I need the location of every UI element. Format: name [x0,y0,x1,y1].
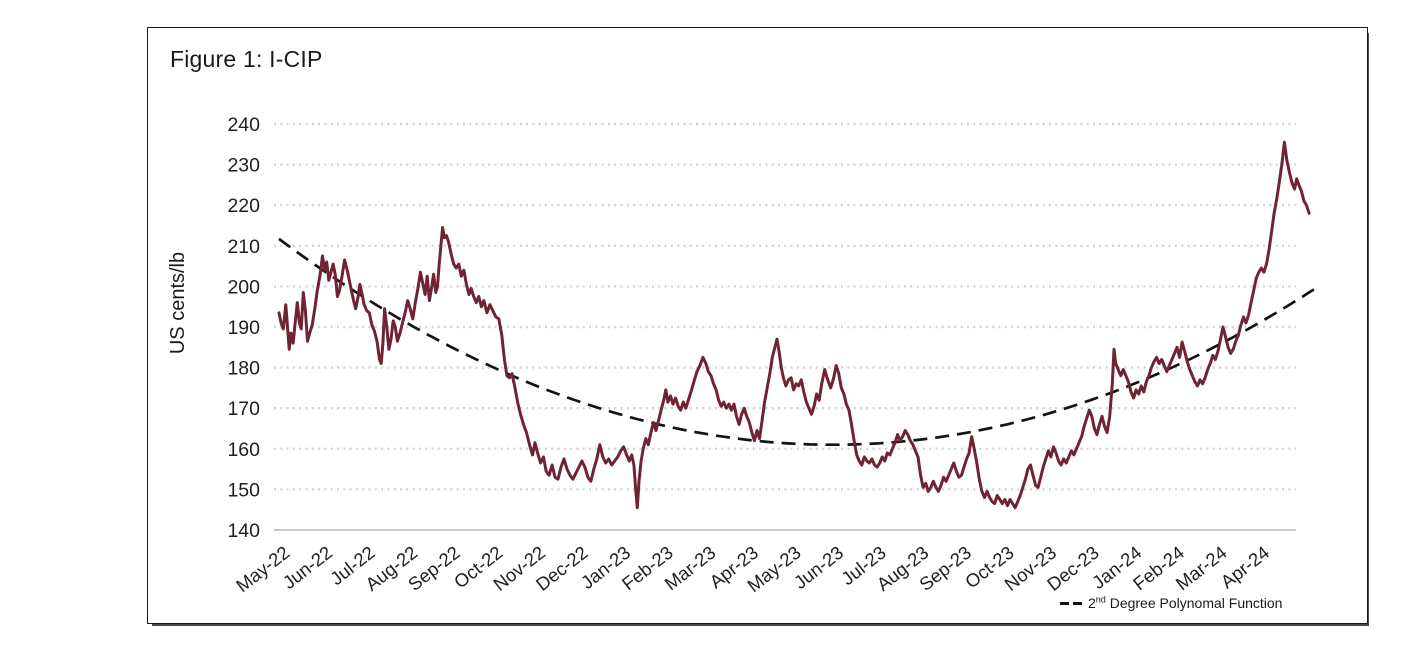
y-tick-label: 160 [227,439,260,461]
y-tick-label: 180 [227,358,260,380]
chart-card: Figure 1: I-CIP US cents/lb 140 150 160 170… [147,27,1368,624]
price-line [277,140,1311,510]
y-tick-label: 170 [227,398,260,420]
y-tick-label: 200 [227,276,260,298]
dashed-line-icon [1060,601,1082,605]
y-tick-label: 140 [227,520,260,542]
y-tick-label: 240 [227,114,260,136]
trend-legend-label: 2nd Degree Polynomal Function [1088,594,1283,611]
y-tick-label: 210 [227,236,260,258]
trend-line [278,237,1315,447]
figure-title: Figure 1: I-CIP [170,46,323,72]
trend-legend: 2nd Degree Polynomal Function [1060,595,1282,611]
y-tick-label: 150 [227,479,260,501]
price-chart: 140150160170180190200210220230240May-22J… [227,114,1315,597]
x-tick-label: Apr-24 [1217,542,1274,593]
y-tick-label: 190 [227,317,260,339]
x-tick-label: Jun-22 [279,542,337,593]
y-tick-label: 220 [227,195,260,217]
y-tick-label: 230 [227,155,260,177]
x-tick-label: Jun-23 [790,542,848,593]
x-tick-label: May-22 [232,542,294,597]
